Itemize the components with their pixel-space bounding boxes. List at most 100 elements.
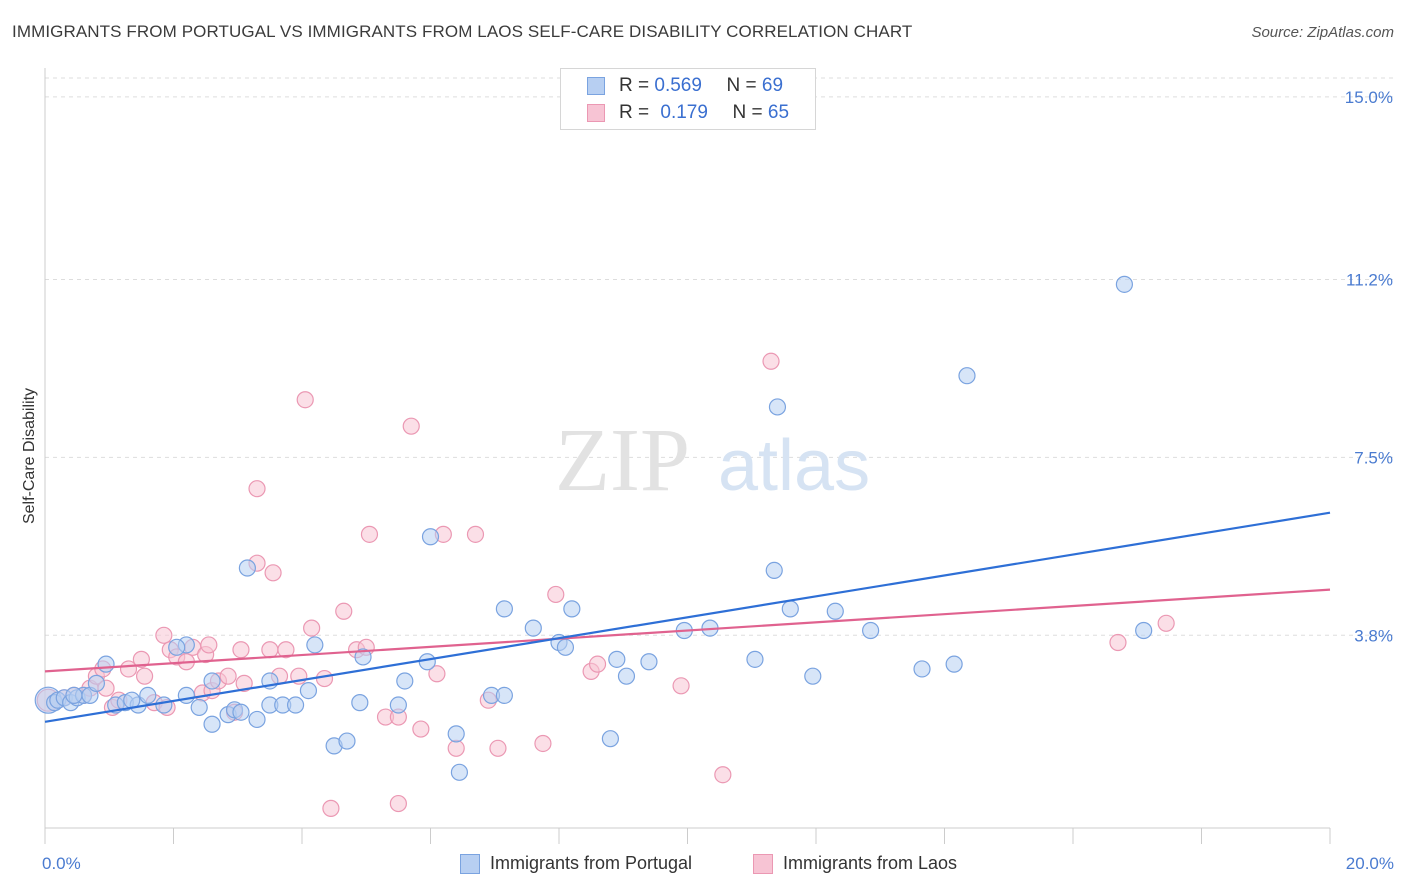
laos-point: [762, 352, 780, 370]
laos-point: [714, 766, 732, 784]
y-axis-label: Self-Care Disability: [21, 388, 38, 524]
r-label: R =: [619, 75, 650, 96]
portugal-point: [958, 367, 976, 385]
laos-point: [360, 525, 379, 543]
laos-point: [315, 669, 334, 688]
portugal-point: [495, 600, 513, 618]
laos-point: [547, 585, 565, 604]
portugal-swatch: [587, 77, 605, 95]
portugal-point: [97, 655, 115, 673]
portugal-point: [617, 667, 636, 685]
laos-trend-line: [44, 588, 1331, 673]
laos-point: [412, 720, 430, 738]
chart-title: IMMIGRANTS FROM PORTUGAL VS IMMIGRANTS F…: [12, 22, 913, 41]
portugal-point: [768, 398, 787, 416]
portugal-trend-line: [44, 511, 1331, 723]
laos-point: [335, 602, 353, 620]
portugal-point: [913, 660, 931, 678]
laos-point: [219, 667, 237, 685]
stats-legend: R = 0.569 N = 69 R = 0.179 N = 65: [560, 68, 816, 130]
portugal-point: [640, 653, 658, 671]
laos-point: [296, 391, 314, 409]
laos-point: [1157, 614, 1175, 632]
watermark-zip: ZIP: [555, 411, 690, 510]
portugal-point: [87, 674, 106, 692]
portugal-point: [601, 730, 620, 748]
portugal-point: [862, 621, 880, 640]
laos-point: [232, 641, 250, 659]
portugal-point: [351, 694, 369, 712]
n-label: N =: [726, 75, 757, 96]
portugal-point: [826, 602, 844, 620]
laos-point: [261, 641, 279, 659]
laos-point: [277, 641, 295, 659]
laos-point: [155, 626, 173, 644]
portugal-point: [232, 703, 250, 721]
portugal-point: [524, 619, 542, 637]
legend-laos-stats: R = 0.179 N = 65: [619, 102, 789, 124]
laos-point: [489, 739, 507, 757]
portugal-point: [248, 710, 266, 729]
laos-point: [303, 619, 321, 637]
n-value: 65: [767, 102, 790, 123]
portugal-point: [238, 559, 256, 577]
portugal-point: [1135, 621, 1153, 640]
portugal-point: [286, 696, 305, 714]
portugal-point: [495, 686, 513, 705]
portugal-point: [804, 667, 822, 685]
laos-point: [264, 564, 282, 582]
portugal-point: [396, 672, 414, 690]
laos-point: [200, 636, 218, 654]
laos-legend-swatch: [753, 854, 773, 874]
watermark-atlas: atlas: [718, 426, 870, 506]
laos-point: [534, 734, 552, 753]
laos-swatch: [587, 104, 605, 122]
n-value: 69: [761, 75, 784, 96]
r-value: 0.569: [654, 75, 702, 96]
tick-labels: 3.8% 7.5% 11.2% 15.0% 0.0% 20.0%: [42, 88, 1394, 873]
portugal-point: [608, 650, 626, 668]
r-label: R =: [619, 102, 650, 123]
x-tick-label: 20.0%: [1346, 854, 1394, 873]
portugal-point: [421, 528, 440, 546]
laos-point: [447, 739, 465, 757]
legend-portugal-stats: R = 0.569 N = 69: [619, 75, 783, 97]
portugal-point: [389, 696, 407, 714]
portugal-point: [945, 655, 963, 673]
portugal-point: [450, 763, 469, 781]
axes: [44, 68, 1331, 844]
portugal-point: [563, 600, 581, 618]
y-tick-label: 15.0%: [1345, 88, 1393, 107]
portugal-point: [1115, 275, 1134, 293]
laos-point: [672, 677, 690, 695]
portugal-point: [338, 732, 356, 750]
portugal-point: [556, 638, 575, 656]
portugal-point: [203, 715, 221, 733]
portugal-legend-label: Immigrants from Portugal: [490, 853, 693, 873]
portugal-point: [168, 638, 186, 656]
portugal-point: [447, 725, 465, 743]
laos-point: [235, 674, 253, 692]
n-label: N =: [732, 102, 763, 123]
portugal-point: [306, 636, 324, 654]
laos-point: [1109, 633, 1127, 652]
portugal-legend-swatch: [460, 854, 480, 874]
laos-point: [389, 794, 407, 813]
grid: [45, 77, 1395, 636]
laos-point: [588, 655, 607, 673]
portugal-point: [765, 561, 783, 580]
trend-lines: [44, 511, 1331, 723]
portugal-point: [203, 672, 221, 690]
laos-point: [466, 525, 485, 543]
watermark: ZIP atlas: [555, 411, 870, 510]
laos-point: [135, 667, 154, 685]
y-tick-label: 11.2%: [1346, 271, 1393, 290]
portugal-point: [418, 653, 436, 671]
portugal-point: [177, 686, 195, 705]
r-value: 0.179: [660, 102, 708, 123]
portugal-point: [155, 696, 173, 714]
source-label: Source: ZipAtlas.com: [1251, 24, 1394, 41]
portugal-point: [354, 648, 372, 666]
portugal-point: [746, 650, 764, 668]
